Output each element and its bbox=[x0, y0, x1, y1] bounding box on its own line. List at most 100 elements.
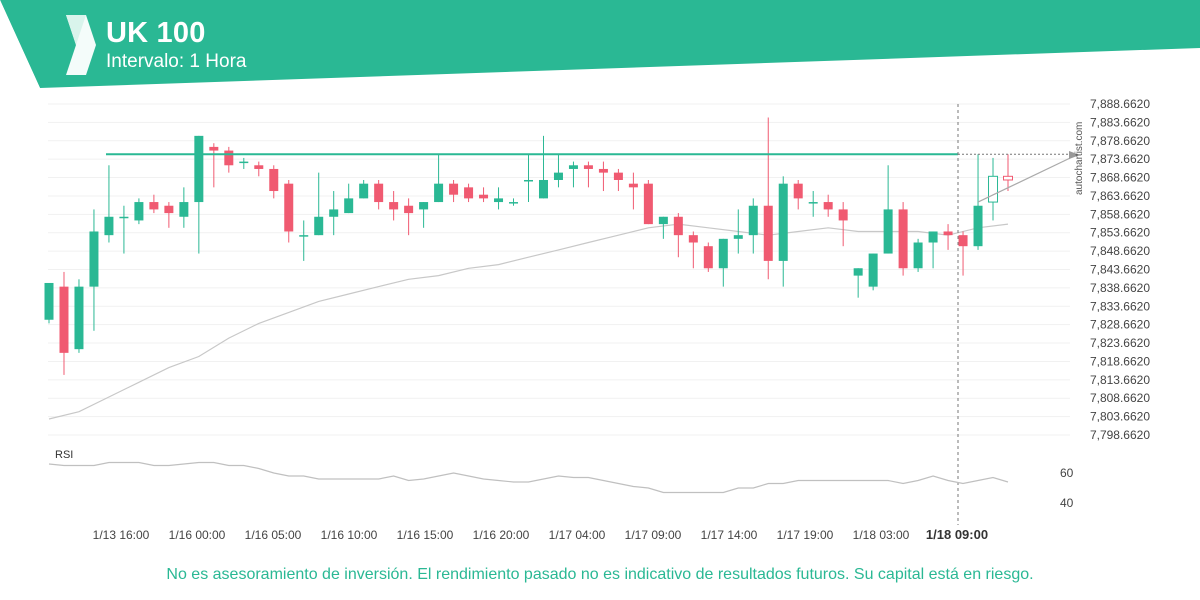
price-tick-label: 7,858.6620 bbox=[1090, 207, 1150, 221]
candle-body bbox=[239, 161, 249, 164]
candle bbox=[988, 157, 999, 221]
candle-body bbox=[74, 286, 84, 350]
candle-body bbox=[883, 209, 893, 254]
candle bbox=[449, 179, 459, 203]
candle-body bbox=[598, 168, 608, 173]
candle bbox=[583, 161, 593, 188]
candle bbox=[104, 165, 114, 243]
candle bbox=[149, 194, 159, 214]
time-tick-label: 1/17 19:00 bbox=[777, 528, 834, 542]
risk-disclaimer: No es asesoramiento de inversión. El ren… bbox=[166, 566, 1034, 583]
candle bbox=[688, 231, 698, 269]
candle bbox=[823, 194, 833, 217]
candle-body bbox=[209, 146, 219, 151]
candle bbox=[269, 165, 279, 199]
price-tick-label: 7,828.6620 bbox=[1090, 318, 1150, 332]
price-tick-label: 7,868.6620 bbox=[1090, 171, 1150, 185]
candle-body bbox=[509, 202, 519, 204]
grid bbox=[48, 103, 1070, 436]
candle bbox=[419, 202, 429, 228]
candle bbox=[718, 238, 728, 287]
candle bbox=[958, 231, 968, 276]
candle-body bbox=[628, 183, 638, 188]
banner-shape bbox=[0, 0, 1200, 88]
candle-body bbox=[449, 183, 459, 195]
candle bbox=[673, 213, 683, 258]
candle-body bbox=[374, 183, 384, 203]
candle-body bbox=[853, 268, 863, 276]
candle bbox=[808, 191, 818, 217]
candle bbox=[868, 253, 878, 291]
rsi-panel: RSI 60 40 bbox=[48, 449, 1074, 510]
price-tick-label: 7,813.6620 bbox=[1090, 373, 1150, 387]
candle-body bbox=[793, 183, 803, 199]
candle bbox=[179, 187, 189, 228]
candle bbox=[838, 202, 848, 247]
candle-body bbox=[89, 231, 99, 287]
candle-body bbox=[718, 238, 728, 269]
time-tick-label: 1/17 04:00 bbox=[549, 528, 606, 542]
candle-body bbox=[868, 253, 878, 287]
candles-layer bbox=[44, 117, 1013, 375]
candle-body bbox=[434, 183, 444, 203]
candle bbox=[913, 238, 923, 272]
candle-body bbox=[299, 235, 309, 237]
candle bbox=[209, 143, 219, 188]
candle-body bbox=[928, 231, 938, 243]
candle-body bbox=[943, 231, 953, 236]
price-axis: 7,888.6620 7,883.6620 7,878.6620 7,873.6620… bbox=[1090, 97, 1150, 442]
candle-body bbox=[748, 205, 758, 236]
candle-body bbox=[389, 202, 399, 210]
candle-body bbox=[778, 183, 788, 261]
candle bbox=[254, 161, 264, 177]
candle bbox=[928, 231, 938, 269]
time-tick-label: 1/16 20:00 bbox=[473, 528, 530, 542]
price-tick-label: 7,818.6620 bbox=[1090, 354, 1150, 368]
candle-body bbox=[568, 165, 578, 169]
support-trend-line bbox=[977, 153, 1079, 203]
candle-body bbox=[688, 235, 698, 243]
time-tick-label: 1/13 16:00 bbox=[93, 528, 150, 542]
candle-body bbox=[44, 282, 54, 320]
candle bbox=[778, 176, 788, 287]
candle bbox=[479, 187, 489, 203]
price-tick-label: 7,878.6620 bbox=[1090, 134, 1150, 148]
autochartist-logo bbox=[66, 15, 96, 75]
rsi-tick-label: 40 bbox=[1060, 496, 1074, 510]
candle bbox=[943, 224, 953, 250]
candle-body bbox=[733, 235, 743, 239]
candle-body bbox=[254, 165, 264, 169]
candle-body bbox=[344, 198, 354, 214]
time-tick-label: 1/17 09:00 bbox=[625, 528, 682, 542]
candle bbox=[434, 154, 444, 203]
candle-body bbox=[1003, 175, 1013, 181]
candle bbox=[643, 179, 653, 225]
moving-average-layer bbox=[48, 223, 1009, 420]
candle bbox=[119, 205, 129, 254]
candle bbox=[299, 220, 309, 261]
candle bbox=[553, 154, 563, 188]
candle-body bbox=[359, 183, 369, 199]
candle-body bbox=[913, 242, 923, 269]
candle bbox=[74, 279, 84, 353]
candle-body bbox=[613, 172, 623, 180]
price-tick-label: 7,808.6620 bbox=[1090, 391, 1150, 405]
candle-body bbox=[59, 286, 69, 353]
candle bbox=[763, 117, 773, 280]
instrument-title: UK 100 bbox=[106, 17, 206, 49]
rsi-tick-label: 60 bbox=[1060, 466, 1074, 480]
candle bbox=[748, 198, 758, 254]
candle-body bbox=[164, 205, 174, 214]
candle-body bbox=[524, 179, 533, 182]
candle bbox=[89, 209, 99, 331]
time-tick-label: 1/17 14:00 bbox=[701, 528, 758, 542]
time-axis: 1/13 16:00 1/16 00:00 1/16 05:00 1/16 10:00… bbox=[93, 527, 988, 542]
candle bbox=[344, 183, 354, 214]
candle bbox=[598, 161, 608, 192]
candle-body bbox=[703, 246, 713, 269]
candle-body bbox=[838, 209, 848, 221]
candle bbox=[164, 202, 174, 228]
candle bbox=[284, 179, 294, 243]
candle bbox=[224, 146, 234, 173]
header-banner bbox=[0, 0, 1200, 88]
